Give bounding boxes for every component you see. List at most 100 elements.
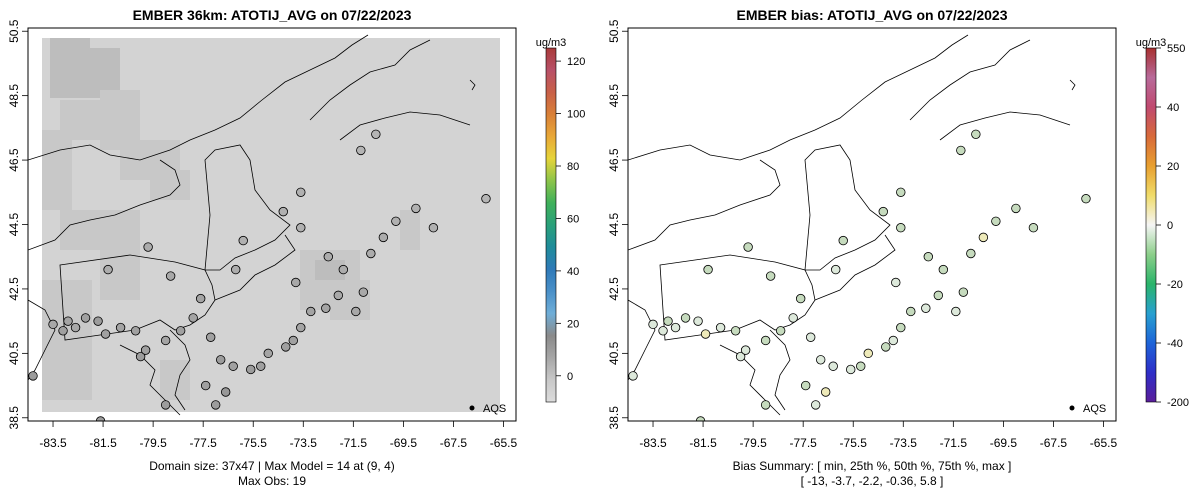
y-tick-label: 42.5	[7, 277, 21, 301]
observation-point	[481, 194, 491, 204]
observation-point	[103, 264, 113, 275]
left-panel: EMBER 36km: ATOTIJ_AVG on 07/22/2023	[7, 7, 585, 488]
x-tick-label: -83.5	[39, 436, 67, 450]
x-tick-label: -75.5	[240, 436, 268, 450]
colorbar-tick-label: 20	[567, 318, 579, 330]
bias-point	[891, 277, 901, 288]
bias-point	[810, 400, 821, 410]
right-map-area	[628, 28, 1116, 421]
model-field-cells	[42, 38, 420, 400]
right-legend-marker	[1069, 405, 1075, 411]
observation-point	[291, 277, 301, 288]
observation-point	[288, 335, 298, 346]
bias-point	[878, 206, 888, 217]
observation-point	[165, 271, 176, 281]
observation-point	[93, 316, 103, 326]
right-title: EMBER bias: ATOTIJ_AVG on 07/22/2023	[736, 7, 1007, 23]
bias-point	[700, 329, 711, 339]
bias-point	[740, 345, 751, 355]
bias-point	[695, 416, 706, 421]
right-colorbar	[1145, 47, 1157, 403]
bias-point	[951, 306, 961, 317]
model-cell	[42, 130, 72, 210]
left-x-axis: -83.5 -81.5 -79.5 -77.5 -75.5 -73.5 -71.5 -69.5…	[39, 421, 517, 450]
bias-point	[938, 264, 949, 275]
left-title: EMBER 36km: ATOTIJ_AVG on 07/22/2023	[133, 7, 412, 23]
bias-point	[663, 316, 673, 326]
right-x-axis: -83.5 -81.5 -79.5 -77.5 -75.5 -73.5 -71.5 -69.5…	[639, 421, 1117, 450]
bias-point	[730, 326, 741, 336]
x-tick-label: -81.5	[689, 436, 717, 450]
model-cell	[400, 210, 420, 250]
observation-point	[338, 264, 349, 275]
bias-point	[896, 322, 906, 333]
observation-point	[70, 322, 81, 333]
bias-point	[966, 248, 976, 259]
x-tick-label: -73.5	[290, 436, 318, 450]
colorbar-tick-label: 60	[567, 213, 579, 225]
observation-point	[306, 306, 316, 317]
y-tick-label: 40.5	[607, 341, 621, 365]
observation-point	[366, 248, 376, 259]
y-tick-label: 46.5	[7, 148, 21, 172]
colorbar-tick-label: -40	[1167, 338, 1183, 350]
observation-point	[188, 313, 198, 323]
colorbar-tick-label: 0	[1167, 220, 1173, 232]
observation-point	[281, 342, 291, 352]
bias-point	[760, 400, 771, 410]
y-tick-label: 44.5	[607, 212, 621, 236]
right-colorbar-units: ug/m3	[1136, 37, 1167, 49]
bias-point	[805, 332, 816, 342]
model-cell	[150, 170, 190, 200]
observation-point	[263, 348, 273, 359]
x-tick-label: -73.5	[890, 436, 918, 450]
left-map-area	[28, 28, 516, 421]
right-observation-points	[628, 129, 1091, 421]
bias-point	[800, 380, 811, 391]
model-cell	[330, 280, 370, 320]
observation-point	[296, 223, 306, 233]
bias-point	[703, 264, 713, 275]
observation-point	[351, 306, 361, 317]
right-legend-label: AQS	[1083, 403, 1106, 415]
observation-point	[130, 326, 141, 336]
observation-point	[58, 326, 68, 336]
bias-point	[658, 326, 668, 336]
x-tick-label: -65.5	[490, 436, 518, 450]
bias-point	[856, 361, 866, 371]
colorbar-tick-label: 120	[567, 56, 585, 68]
left-y-axis: 38.5 40.5 42.5 44.5 46.5 48.5 50.5	[7, 19, 28, 429]
bias-point	[815, 355, 826, 365]
bias-point	[923, 252, 934, 262]
bias-point	[715, 322, 726, 333]
bias-point	[828, 361, 838, 371]
right-footer-line2: [ -13, -3.7, -2.2, -0.36, 5.8 ]	[801, 474, 944, 488]
bias-point	[933, 290, 944, 301]
observation-point	[296, 187, 306, 197]
colorbar-tick-label: 80	[567, 161, 579, 173]
x-tick-label: -83.5	[639, 436, 667, 450]
colorbar-tick-label: 0	[567, 371, 573, 383]
y-tick-label: 38.5	[7, 406, 21, 430]
observation-point	[371, 129, 381, 140]
bias-point	[760, 335, 771, 346]
x-tick-label: -75.5	[840, 436, 868, 450]
observation-point	[80, 313, 91, 323]
bias-point	[628, 371, 638, 381]
x-tick-label: -71.5	[940, 436, 968, 450]
bias-point	[821, 387, 831, 397]
observation-point	[228, 361, 238, 371]
observation-point	[356, 145, 366, 156]
observation-point	[296, 322, 306, 333]
colorbar-tick-label: 100	[567, 109, 585, 121]
bias-point	[863, 348, 873, 359]
y-tick-label: 48.5	[607, 84, 621, 108]
observation-point	[246, 364, 256, 375]
observation-point	[238, 235, 248, 246]
bias-point	[888, 335, 898, 346]
x-tick-label: -71.5	[340, 436, 368, 450]
observation-point	[95, 416, 106, 421]
model-cell	[160, 360, 190, 400]
bias-point	[846, 364, 856, 375]
